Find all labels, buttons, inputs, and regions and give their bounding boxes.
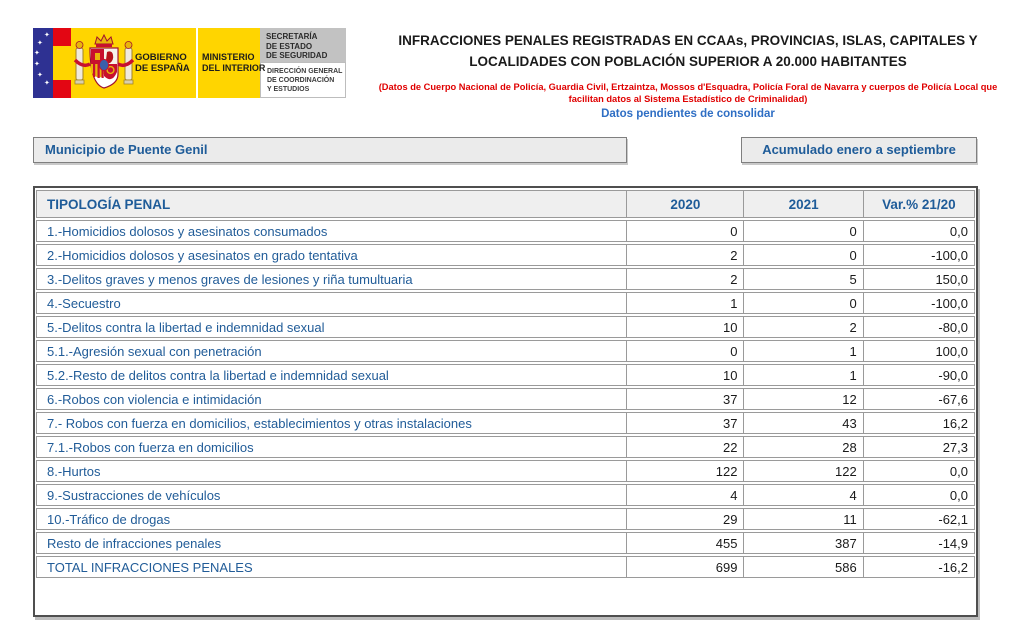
value-variation: -16,2: [863, 556, 975, 578]
table-row: Resto de infracciones penales 455 387 -14,9: [36, 532, 975, 554]
banner-divider: [196, 28, 198, 98]
value-2020: 29: [627, 508, 745, 530]
eu-flag-strip: ✦ ✦ ✦ ✦ ✦ ✦: [33, 28, 53, 98]
municipality-box[interactable]: Municipio de Puente Genil: [33, 137, 627, 163]
table-row: 1.-Homicidios dolosos y asesinatos consu…: [36, 220, 975, 242]
table-row: 4.-Secuestro 1 0 -100,0: [36, 292, 975, 314]
value-2020: 2: [627, 244, 745, 266]
value-2020: 10: [627, 364, 745, 386]
table-row: 6.-Robos con violencia e intimidación 37 1…: [36, 388, 975, 410]
table-row: 7.- Robos con fuerza en domicilios, esta…: [36, 412, 975, 434]
value-2021: 122: [744, 460, 864, 482]
value-2021: 586: [744, 556, 864, 578]
report-title-line1: INFRACCIONES PENALES REGISTRADAS EN CCAA…: [398, 33, 978, 48]
gobierno-de-espana-logo: ✦ ✦ ✦ ✦ ✦ ✦: [33, 28, 346, 98]
value-variation: 0,0: [863, 460, 975, 482]
row-label: 5.-Delitos contra la libertad e indemnid…: [36, 316, 628, 338]
value-2020: 0: [627, 340, 745, 362]
value-variation: 0,0: [863, 484, 975, 506]
value-2021: 387: [744, 532, 864, 554]
value-variation: 0,0: [863, 220, 975, 242]
value-2021: 4: [744, 484, 864, 506]
value-2020: 122: [627, 460, 745, 482]
spain-coat-of-arms: [73, 33, 135, 89]
column-header-tipologia: TIPOLOGÍA PENAL: [36, 190, 628, 218]
row-label: 1.-Homicidios dolosos y asesinatos consu…: [36, 220, 628, 242]
table-row: 7.1.-Robos con fuerza en domicilios 22 28 2…: [36, 436, 975, 458]
pending-note: Datos pendientes de consolidar: [601, 108, 775, 120]
row-label: 10.-Tráfico de drogas: [36, 508, 628, 530]
value-variation: 27,3: [863, 436, 975, 458]
row-label: 9.-Sustracciones de vehículos: [36, 484, 628, 506]
report-title-line2: LOCALIDADES CON POBLACIÓN SUPERIOR A 20.…: [469, 54, 907, 69]
value-variation: 100,0: [863, 340, 975, 362]
value-2021: 28: [744, 436, 864, 458]
value-2021: 0: [744, 244, 864, 266]
value-2020: 37: [627, 412, 745, 434]
table-row: 2.-Homicidios dolosos y asesinatos en gr…: [36, 244, 975, 266]
value-variation: -80,0: [863, 316, 975, 338]
gobierno-label: GOBIERNO DE ESPAÑA: [135, 52, 190, 74]
row-label: 7.1.-Robos con fuerza en domicilios: [36, 436, 628, 458]
row-label: 5.2.-Resto de delitos contra la libertad…: [36, 364, 628, 386]
value-variation: -100,0: [863, 244, 975, 266]
value-2021: 12: [744, 388, 864, 410]
value-2020: 37: [627, 388, 745, 410]
value-2021: 0: [744, 292, 864, 314]
value-variation: 16,2: [863, 412, 975, 434]
table-row: 3.-Delitos graves y menos graves de lesi…: [36, 268, 975, 290]
value-variation: 150,0: [863, 268, 975, 290]
row-label: Resto de infracciones penales: [36, 532, 628, 554]
value-2020: 0: [627, 220, 745, 242]
table-body: 1.-Homicidios dolosos y asesinatos consu…: [36, 220, 975, 578]
table-row: 9.-Sustracciones de vehículos 4 4 0,0: [36, 484, 975, 506]
row-label: 5.1.-Agresión sexual con penetración: [36, 340, 628, 362]
value-2021: 11: [744, 508, 864, 530]
value-variation: -67,6: [863, 388, 975, 410]
direccion-box: DIRECCIÓN GENERAL DE COORDINACIÓN Y ESTU…: [260, 62, 346, 98]
row-label: 2.-Homicidios dolosos y asesinatos en gr…: [36, 244, 628, 266]
crime-table: TIPOLOGÍA PENAL 2020 2021 Var.% 21/20 1.…: [33, 186, 978, 617]
row-label: 6.-Robos con violencia e intimidación: [36, 388, 628, 410]
value-variation: -100,0: [863, 292, 975, 314]
value-2020: 1: [627, 292, 745, 314]
ministry-banner: GOBIERNO DE ESPAÑA MINISTERIO DEL INTERI…: [71, 28, 265, 98]
row-label: 8.-Hurtos: [36, 460, 628, 482]
table-row: 8.-Hurtos 122 122 0,0: [36, 460, 975, 482]
row-label: 3.-Delitos graves y menos graves de lesi…: [36, 268, 628, 290]
value-2020: 455: [627, 532, 745, 554]
table-row: 5.-Delitos contra la libertad e indemnid…: [36, 316, 975, 338]
secretaria-box: SECRETARÍA DE ESTADO DE SEGURIDAD: [260, 28, 346, 62]
value-2020: 2: [627, 268, 745, 290]
value-variation: -14,9: [863, 532, 975, 554]
spain-flag-strip: [53, 28, 71, 98]
row-label: 4.-Secuestro: [36, 292, 628, 314]
column-header-var: Var.% 21/20: [863, 190, 975, 218]
value-2020: 4: [627, 484, 745, 506]
column-header-2020: 2020: [627, 190, 745, 218]
value-2021: 5: [744, 268, 864, 290]
ministerio-label: MINISTERIO DEL INTERIOR: [202, 52, 266, 73]
value-2021: 43: [744, 412, 864, 434]
value-2020: 22: [627, 436, 745, 458]
table-row: 5.2.-Resto de delitos contra la libertad…: [36, 364, 975, 386]
table-header-row: TIPOLOGÍA PENAL 2020 2021 Var.% 21/20: [36, 190, 975, 218]
value-2021: 1: [744, 340, 864, 362]
row-label: 7.- Robos con fuerza en domicilios, esta…: [36, 412, 628, 434]
table-row: 5.1.-Agresión sexual con penetración 0 1 10…: [36, 340, 975, 362]
value-2020: 10: [627, 316, 745, 338]
source-note: (Datos de Cuerpo Nacional de Policía, Gu…: [378, 82, 998, 104]
row-label: TOTAL INFRACCIONES PENALES: [36, 556, 628, 578]
value-2021: 2: [744, 316, 864, 338]
period-box[interactable]: Acumulado enero a septiembre: [741, 137, 977, 163]
value-2021: 0: [744, 220, 864, 242]
table-row: 10.-Tráfico de drogas 29 11 -62,1: [36, 508, 975, 530]
table-row: TOTAL INFRACCIONES PENALES 699 586 -16,2: [36, 556, 975, 578]
value-2020: 699: [627, 556, 745, 578]
report-header: INFRACCIONES PENALES REGISTRADAS EN CCAA…: [368, 30, 1008, 120]
value-variation: -90,0: [863, 364, 975, 386]
value-2021: 1: [744, 364, 864, 386]
column-header-2021: 2021: [744, 190, 864, 218]
value-variation: -62,1: [863, 508, 975, 530]
